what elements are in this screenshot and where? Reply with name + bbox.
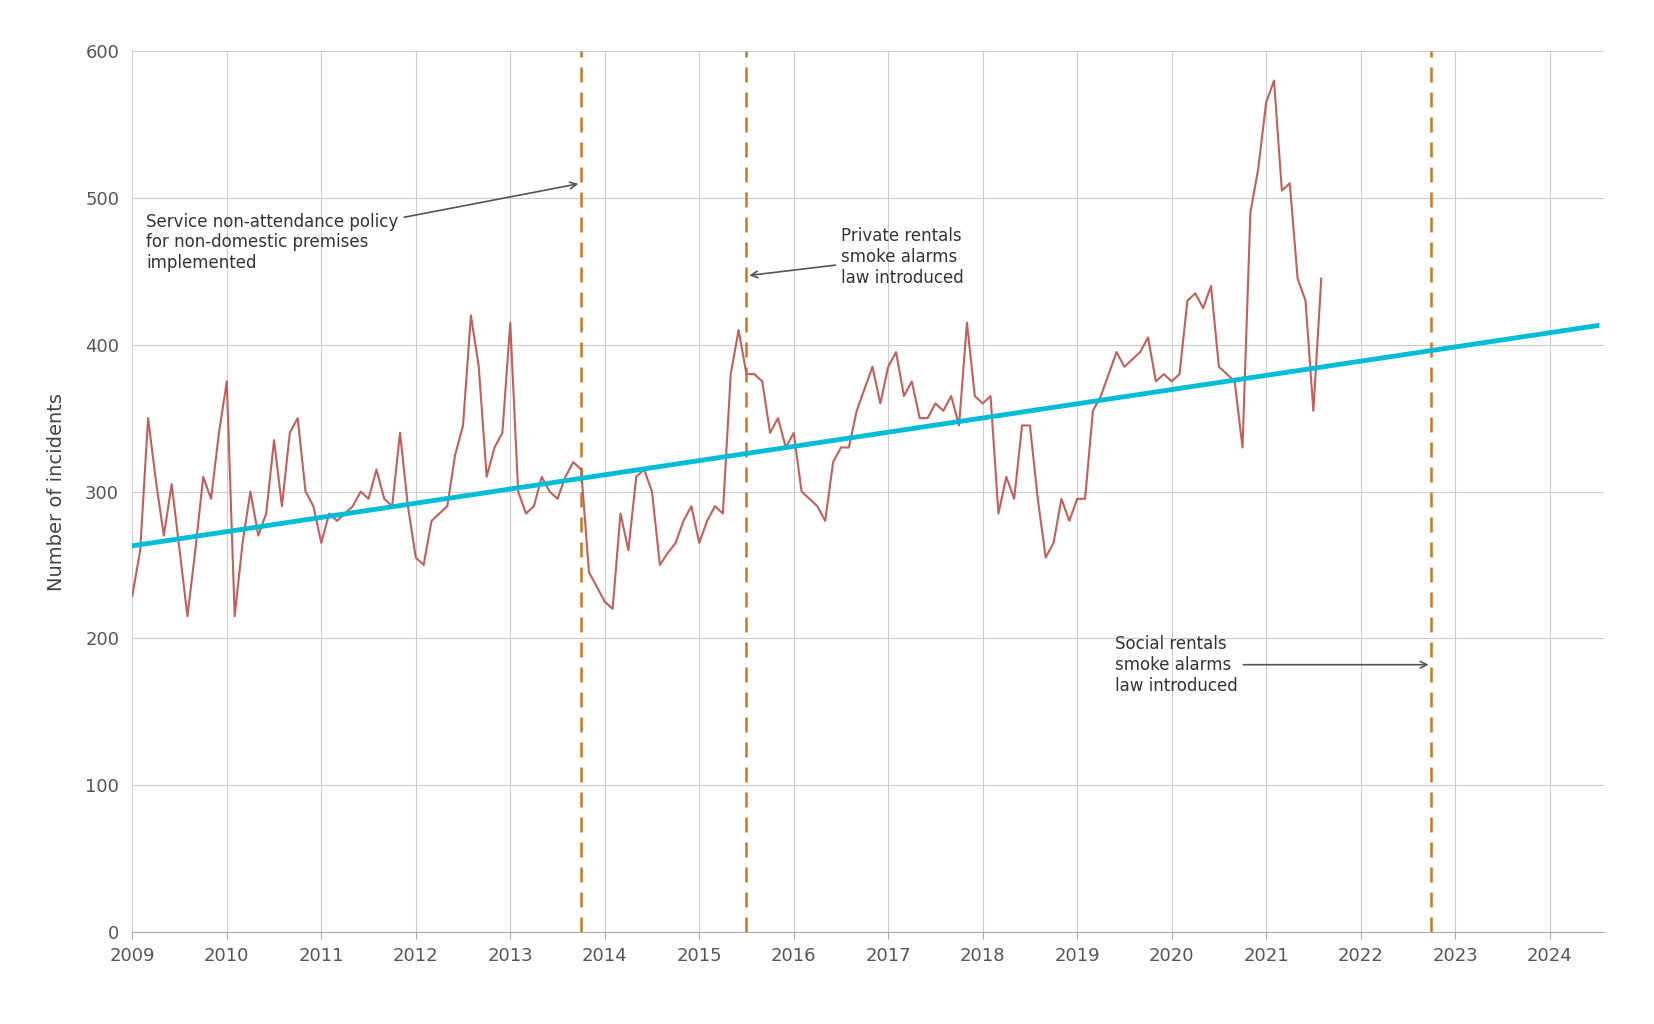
Text: Private rentals
smoke alarms
law introduced: Private rentals smoke alarms law introdu… [751, 227, 964, 287]
Text: Social rentals
smoke alarms
law introduced: Social rentals smoke alarms law introduc… [1115, 635, 1427, 694]
Y-axis label: Number of incidents: Number of incidents [46, 392, 66, 591]
Text: Service non-attendance policy
for non-domestic premises
implemented: Service non-attendance policy for non-do… [147, 182, 577, 272]
